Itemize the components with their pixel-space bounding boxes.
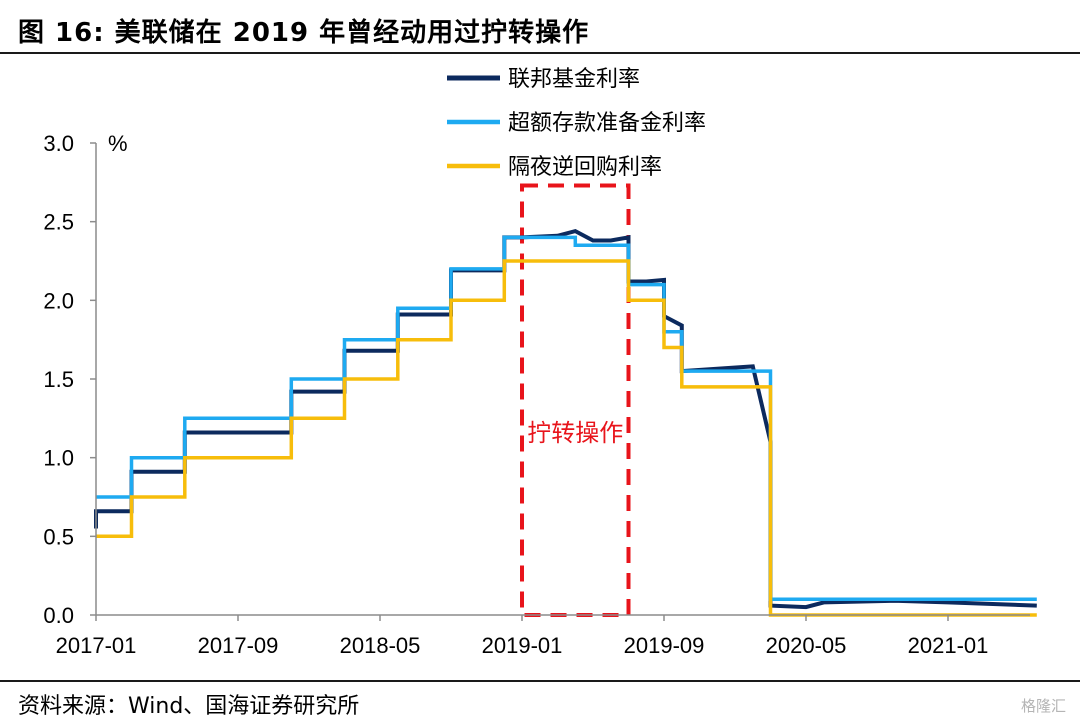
title-divider xyxy=(0,52,1080,54)
legend-label: 联邦基金利率 xyxy=(508,66,640,91)
y-tick-label: 1.0 xyxy=(43,446,74,471)
series-line-3 xyxy=(96,259,1037,617)
y-axis-unit: % xyxy=(108,131,128,156)
annotation-layer: 拧转操作 xyxy=(520,183,631,617)
x-tick-label: 2021-01 xyxy=(908,633,989,658)
x-tick-label: 2019-09 xyxy=(624,633,705,658)
x-tick-label: 2018-05 xyxy=(340,633,421,658)
footer-divider xyxy=(0,680,1080,682)
annotation-box xyxy=(520,183,631,617)
figure-title: 图 16: 美联储在 2019 年曾经动用过拧转操作 xyxy=(18,18,590,48)
axis-layer: 0.0 0.5 1.0 1.5 2.0 2.5 3.0 % 2017-01 2017-09 2018… xyxy=(43,131,1030,658)
y-tick-label: 2.0 xyxy=(43,288,74,313)
rate-line-chart: 拧转操作 0.0 0.5 1.0 1.5 2.0 2.5 3.0 % 2017-01 2017-0… xyxy=(43,66,1037,658)
annotation-label: 拧转操作 xyxy=(527,420,623,447)
y-tick-label: 0.0 xyxy=(43,603,74,628)
series-line-2 xyxy=(96,235,1037,602)
legend-label: 超额存款准备金利率 xyxy=(508,110,706,135)
series-layer xyxy=(94,228,1037,617)
y-tick-label: 1.5 xyxy=(43,367,74,392)
watermark: 格隆汇 xyxy=(1020,697,1066,715)
x-tick-label: 2017-01 xyxy=(56,633,137,658)
x-tick-label: 2017-09 xyxy=(198,633,279,658)
x-tick-label: 2020-05 xyxy=(766,633,847,658)
x-tick-label: 2019-01 xyxy=(482,633,563,658)
source-note: 资料来源：Wind、国海证券研究所 xyxy=(18,694,360,719)
y-tick-label: 0.5 xyxy=(43,524,74,549)
y-tick-label: 3.0 xyxy=(43,131,74,156)
y-tick-label: 2.5 xyxy=(43,210,74,235)
legend-label: 隔夜逆回购利率 xyxy=(508,154,662,179)
